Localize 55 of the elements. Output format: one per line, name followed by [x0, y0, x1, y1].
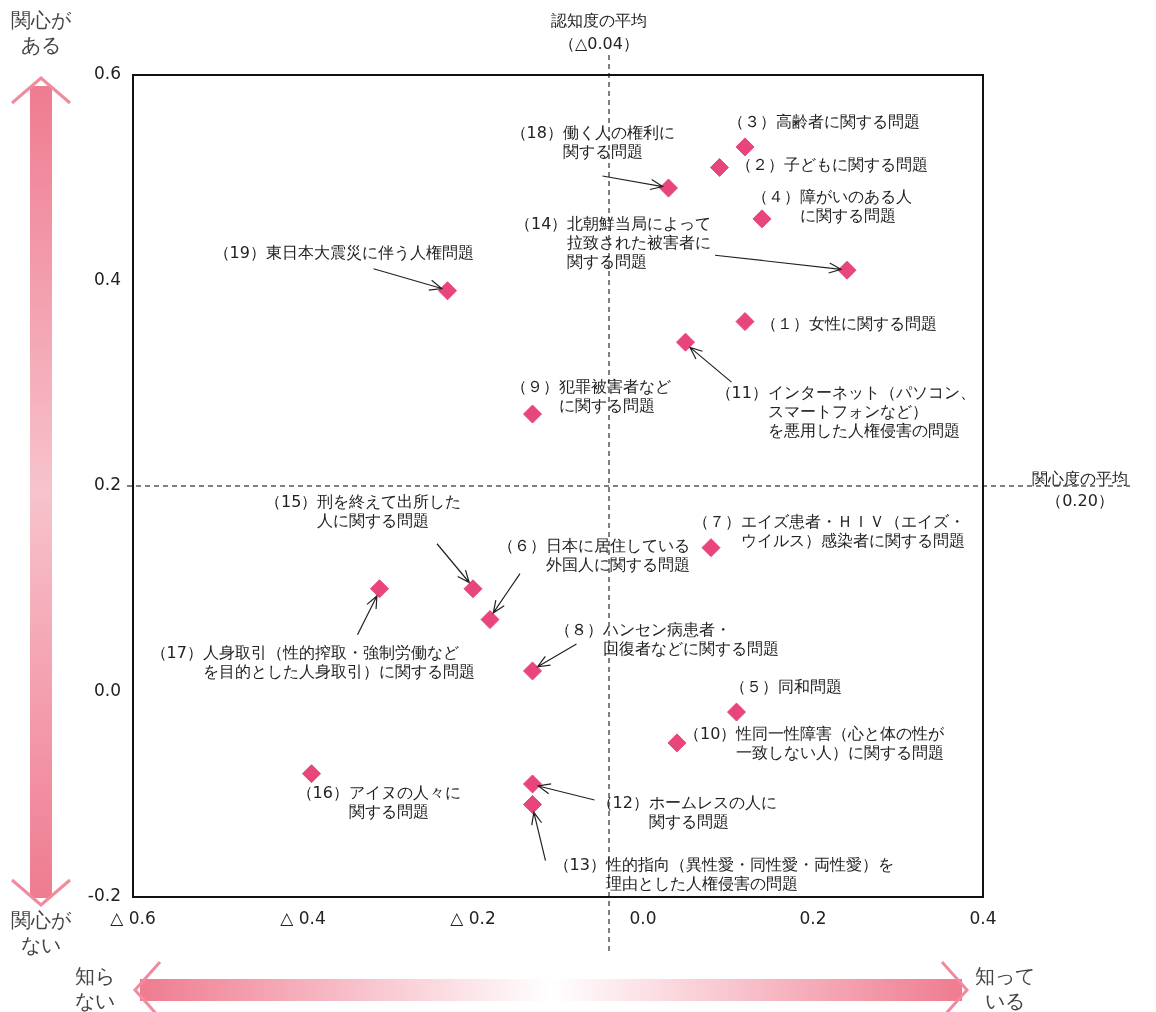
annotation: （５）同和問題: [729, 677, 842, 697]
y-tick-label: -0.2: [87, 885, 121, 906]
ref-line-label: 認知度の平均（△0.04）: [551, 11, 647, 54]
y-tick-label: 0.6: [93, 63, 121, 84]
annotation: （２）子どもに関する問題: [735, 154, 928, 174]
annotation: （15）刑を終えて出所した人に関する問題: [265, 491, 462, 530]
point: [659, 178, 678, 198]
y-tick-label: 0.4: [93, 268, 121, 289]
point: [523, 404, 542, 424]
point: [480, 610, 500, 630]
text: 知っている: [975, 964, 1035, 1012]
text: 関心がある: [11, 8, 72, 58]
point: [727, 702, 746, 722]
point: [837, 260, 857, 280]
annotation: （16）アイヌの人々に関する問題: [296, 782, 461, 821]
annotation: （17）人身取引（性的搾取・強制労働などを目的とした人身取引）に関する問題: [150, 642, 475, 681]
point: [302, 764, 321, 784]
text: 知らない: [75, 964, 115, 1012]
annotation: （６）日本に居住している外国人に関する問題: [498, 535, 690, 574]
annotation: （14）北朝鮮当局によって拉致された被害者に関する問題: [515, 214, 712, 272]
point: [667, 733, 687, 753]
point: [735, 312, 755, 332]
x-tick-label: △ 0.2: [450, 907, 496, 928]
x-tick-label: 0.0: [629, 907, 657, 928]
annotation: （７）エイズ患者・ＨＩＶ（エイズ・ウイルス）感染者に関する問題: [693, 511, 965, 550]
y-tick-label: 0.2: [93, 474, 121, 495]
point: [710, 157, 729, 177]
y-tick-label: 0.0: [93, 679, 121, 700]
annotation: （１）女性に関する問題: [761, 313, 937, 333]
point: [438, 281, 457, 301]
ref-line-label: 関心度の平均（0.20）: [1032, 469, 1128, 511]
text: 関心がない: [11, 908, 72, 958]
annotation: （11）インターネット（パソコン、スマートフォンなど）を悪用した人権侵害の問題: [715, 383, 976, 441]
x-tick-label: 0.2: [799, 907, 827, 928]
x-tick-label: 0.4: [969, 907, 997, 928]
annotation: （８）ハンセン病患者・回復者などに関する問題: [554, 620, 779, 659]
point: [735, 137, 755, 157]
point: [370, 579, 389, 599]
point: [463, 579, 483, 599]
x-tick-label: △ 0.6: [110, 907, 156, 928]
annotation: （12）ホームレスの人に関する問題: [596, 793, 777, 832]
point: [523, 795, 542, 815]
annotation: （４）障がいのある人に関する問題: [752, 187, 912, 226]
annotation: （19）東日本大震災に伴う人権問題: [213, 242, 474, 262]
point: [701, 538, 721, 558]
point: [752, 209, 772, 229]
x-tick-label: △ 0.4: [280, 907, 326, 928]
annotation: （13）性的指向（異性愛・同性愛・両性愛）を理由とした人権侵害の問題: [553, 854, 894, 893]
annotation: （３）高齢者に関する問題: [728, 112, 920, 132]
point: [523, 661, 542, 681]
annotation: （10）性同一性障害（心と体の性が一致しない人）に関する問題: [684, 724, 946, 763]
annotation: （９）犯罪被害者などに関する問題: [510, 377, 671, 416]
point: [523, 774, 542, 794]
annotation: （18）働く人の権利に関する問題: [510, 123, 675, 162]
point: [676, 332, 695, 352]
